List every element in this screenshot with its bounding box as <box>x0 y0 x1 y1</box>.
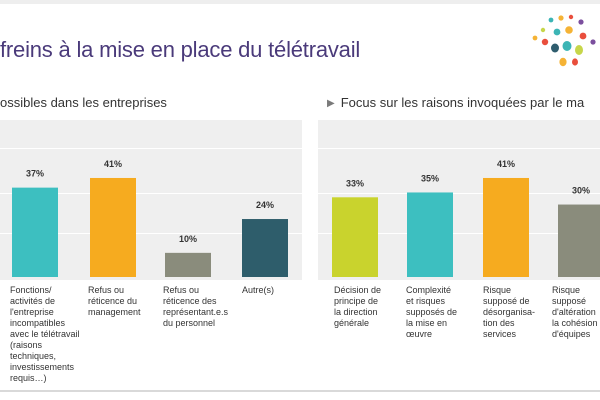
left-panel-subtitle: ossibles dans les entreprises <box>0 95 167 110</box>
category-label: Refus ou réticence des représentant.e.s … <box>163 285 229 328</box>
dots-logo-icon <box>532 14 596 67</box>
left-panel-subtitle-text: ossibles dans les entreprises <box>0 95 167 110</box>
right-chart-panel: 33% 35% 41% 30% <box>318 120 600 280</box>
category-label: Décision de principe de la direction gén… <box>334 285 382 328</box>
page-title: freins à la mise en place du télétravail <box>0 37 361 62</box>
gridline <box>0 233 302 234</box>
category-label: Risque supposé d'altération la cohésion … <box>552 285 598 339</box>
bar-value-label: 35% <box>421 173 439 183</box>
bar-value-label: 41% <box>104 159 122 169</box>
bar <box>332 197 378 277</box>
top-border <box>0 0 600 4</box>
bar-value-label: 33% <box>346 178 364 188</box>
category-label: Complexité et risques supposés de la mis… <box>406 285 458 339</box>
gridline <box>318 148 600 149</box>
bar-value-label: 37% <box>26 169 44 179</box>
triangle-right-icon: ▶ <box>327 98 335 109</box>
category-label: Refus ou réticence du management <box>88 285 141 317</box>
bar <box>242 219 288 277</box>
right-bar-chart: 33% 35% 41% 30% <box>332 159 600 277</box>
bar <box>90 177 136 277</box>
gridline <box>318 233 600 234</box>
category-label: Autre(s) <box>242 285 275 295</box>
bar <box>165 252 211 277</box>
right-panel-subtitle-text: Focus sur les raisons invoquées par le m… <box>340 95 585 110</box>
category-label: Risque supposé de désorganisa- tion des … <box>483 285 536 339</box>
category-label: Fonctions/ activités de l'entreprise inc… <box>10 285 80 383</box>
bar <box>407 192 453 277</box>
gridline <box>0 148 302 149</box>
bar <box>12 187 58 277</box>
bar-value-label: 24% <box>256 200 274 210</box>
gridline <box>0 193 302 194</box>
bottom-divider <box>0 390 600 392</box>
gridline <box>318 193 600 194</box>
bar-value-label: 30% <box>572 186 590 196</box>
bar-value-label: 10% <box>179 234 197 244</box>
left-chart-panel: 37% 41% 10% 24% <box>0 120 302 280</box>
bar <box>483 177 529 277</box>
bar-value-label: 41% <box>497 159 515 169</box>
left-bar-chart: 37% 41% 10% 24% <box>12 159 288 277</box>
right-panel-subtitle: ▶ Focus sur les raisons invoquées par le … <box>327 95 584 110</box>
bar <box>558 204 600 277</box>
